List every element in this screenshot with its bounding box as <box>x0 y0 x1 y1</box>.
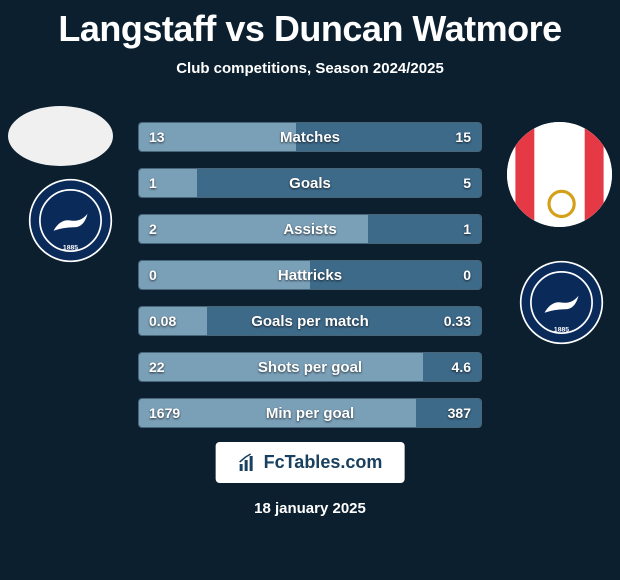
stat-row: 1679387Min per goal <box>138 398 482 428</box>
stat-row: 15Goals <box>138 168 482 198</box>
footer-brand-text: FcTables.com <box>264 452 383 473</box>
page-subtitle: Club competitions, Season 2024/2025 <box>0 60 620 77</box>
player-left-photo <box>8 106 113 166</box>
stat-label: Hattricks <box>139 261 481 289</box>
page-title: Langstaff vs Duncan Watmore <box>0 0 620 50</box>
stat-row: 224.6Shots per goal <box>138 352 482 382</box>
club-right-crest: 1885 <box>519 260 604 345</box>
footer-brand-badge: FcTables.com <box>216 442 405 483</box>
player-right-photo <box>507 122 612 227</box>
chart-icon <box>238 453 258 473</box>
club-left-crest: 1885 <box>28 178 113 263</box>
stat-label: Matches <box>139 123 481 151</box>
stat-label: Shots per goal <box>139 353 481 381</box>
stat-label: Goals <box>139 169 481 197</box>
stat-row: 0.080.33Goals per match <box>138 306 482 336</box>
stat-bars: 1315Matches 15Goals 21Assists 00Hattricks 0.… <box>138 122 482 444</box>
svg-text:1885: 1885 <box>63 244 78 251</box>
stat-label: Min per goal <box>139 399 481 427</box>
stat-row: 21Assists <box>138 214 482 244</box>
svg-text:1885: 1885 <box>554 326 569 333</box>
stat-row: 1315Matches <box>138 122 482 152</box>
stat-label: Goals per match <box>139 307 481 335</box>
stat-label: Assists <box>139 215 481 243</box>
footer-date: 18 january 2025 <box>0 500 620 517</box>
stat-row: 00Hattricks <box>138 260 482 290</box>
